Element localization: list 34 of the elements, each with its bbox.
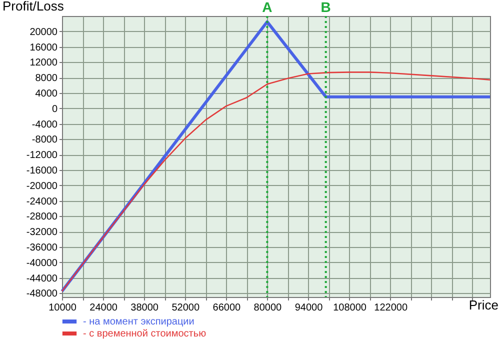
y-tick-label: -8000 [32, 134, 58, 146]
y-tick-label: -44000 [26, 273, 58, 284]
x-tick-label: 10000 [48, 302, 77, 314]
x-tick-label: 52000 [172, 302, 200, 314]
y-axis-title: Profit/Loss [2, 0, 64, 14]
x-tick-label: 94000 [294, 302, 324, 314]
y-tick-label: 12000 [30, 58, 58, 69]
ref-line-label: B [320, 0, 331, 15]
y-tick-label: -20000 [26, 180, 58, 192]
y-tick-label: 20000 [30, 26, 58, 38]
legend-label: - на момент экспирации [83, 316, 194, 328]
x-axis-title: Price [468, 298, 498, 312]
x-tick-label: 122000 [374, 302, 408, 314]
y-tick-label: -48000 [26, 288, 58, 300]
y-tick-label: -40000 [26, 258, 58, 269]
x-tick-label: 38000 [130, 302, 159, 314]
y-tick-label: 8000 [35, 73, 58, 84]
x-tick-label: 66000 [212, 302, 242, 314]
y-tick-label: -36000 [26, 242, 58, 254]
y-tick-label: -28000 [26, 212, 58, 223]
y-tick-label: 4000 [35, 88, 58, 100]
ref-line-label: A [262, 0, 272, 15]
y-tick-label: -24000 [26, 196, 58, 208]
y-tick-label: 16000 [30, 42, 58, 54]
x-tick-label: 80000 [254, 302, 282, 314]
x-tick-label: 24000 [90, 302, 118, 314]
line-series [61, 72, 491, 292]
y-tick-label: 0 [52, 104, 58, 115]
y-tick-label: -4000 [32, 119, 58, 130]
y-tick-label: -12000 [26, 150, 58, 162]
y-tick-label: -32000 [26, 227, 58, 238]
legend-label: - с временной стоимостью [83, 328, 207, 340]
x-tick-label: 108000 [333, 302, 367, 314]
y-tick-label: -16000 [26, 165, 58, 176]
